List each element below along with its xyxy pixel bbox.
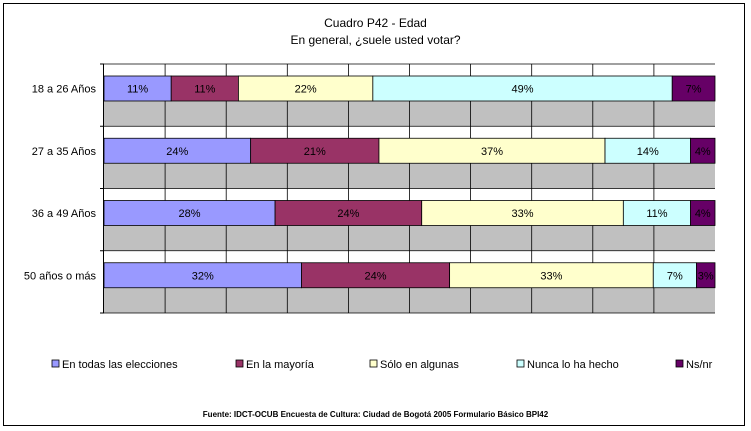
legend-swatch — [51, 359, 60, 368]
legend-label: Sólo en algunas — [380, 359, 459, 371]
data-label: 11% — [127, 84, 148, 96]
legend-label: En la mayoría — [246, 359, 315, 371]
data-label: 24% — [337, 208, 359, 220]
bar-segment — [103, 262, 302, 289]
bar-segment — [690, 200, 716, 226]
category-label: 18 a 26 Años — [32, 84, 97, 96]
data-label: 4% — [695, 208, 711, 220]
bar-segment — [652, 262, 697, 289]
legend-label: Nunca lo ha hecho — [527, 359, 619, 371]
data-label: 21% — [304, 146, 326, 158]
bar-segment — [671, 75, 716, 102]
data-label: 49% — [512, 84, 534, 96]
bar-segment — [696, 262, 716, 289]
legend-swatch — [369, 359, 378, 368]
bar-segment — [604, 137, 691, 164]
bar-segment — [170, 75, 239, 102]
bar-segment — [421, 200, 624, 226]
category-label: 36 a 49 Años — [32, 208, 97, 220]
bar-segment — [449, 262, 654, 289]
data-label: 14% — [637, 146, 659, 158]
bar-segment — [690, 137, 716, 164]
bar-segment — [238, 75, 374, 102]
chart-title: Cuadro P42 - Edad — [324, 16, 427, 30]
data-label: 33% — [512, 208, 534, 220]
data-label: 4% — [695, 146, 711, 158]
data-label: 32% — [192, 270, 214, 282]
bar-segment — [378, 137, 606, 164]
data-label: 33% — [540, 270, 562, 282]
data-label: 11% — [646, 208, 667, 220]
data-label: 24% — [365, 270, 387, 282]
legend-swatch — [675, 359, 684, 368]
bar-segment — [103, 200, 276, 226]
bar-segment — [250, 137, 380, 164]
legend-swatch — [516, 359, 525, 368]
legend-label: Ns/nr — [686, 359, 713, 371]
legend-swatch — [235, 359, 244, 368]
category-label: 27 a 35 Años — [32, 146, 97, 158]
bar-segment — [103, 75, 172, 102]
data-label: 11% — [194, 84, 215, 96]
bar-segment — [372, 75, 673, 102]
data-label: 7% — [686, 84, 702, 96]
bar-segment — [301, 262, 451, 289]
legend-label: En todas las elecciones — [62, 359, 178, 371]
data-label: 28% — [179, 208, 201, 220]
data-label: 3% — [698, 270, 714, 282]
data-label: 37% — [481, 146, 503, 158]
data-label: 7% — [667, 270, 683, 282]
data-label: 22% — [295, 84, 317, 96]
bar-segment — [103, 137, 252, 164]
bar-segment — [622, 200, 691, 226]
category-label: 50 años o más — [24, 270, 97, 282]
source-note: Fuente: IDCT-OCUB Encuesta de Cultura: C… — [202, 410, 549, 419]
chart-subtitle: En general, ¿suele usted votar? — [290, 33, 461, 47]
bar-segment — [274, 200, 423, 226]
data-label: 24% — [166, 146, 188, 158]
